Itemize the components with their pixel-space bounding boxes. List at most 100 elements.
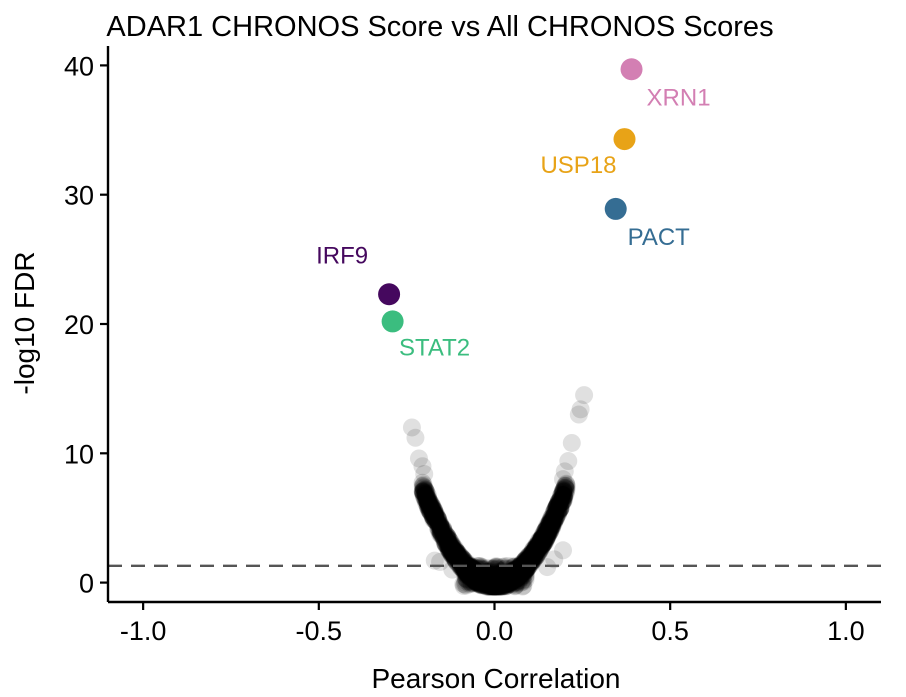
background-point	[511, 564, 530, 583]
background-point	[499, 574, 518, 593]
background-point	[491, 569, 510, 588]
background-point	[511, 557, 530, 576]
background-point	[438, 529, 457, 548]
background-point	[519, 550, 538, 569]
highlighted-point	[613, 128, 636, 151]
background-point	[444, 541, 463, 560]
background-point	[438, 536, 457, 555]
background-point	[438, 527, 457, 546]
background-point	[475, 566, 494, 585]
background-point	[524, 544, 543, 563]
background-point	[455, 564, 474, 583]
background-point	[480, 565, 499, 584]
background-point	[506, 565, 525, 584]
background-point	[525, 547, 544, 566]
background-point	[491, 569, 510, 588]
background-point	[499, 573, 518, 592]
background-point	[522, 547, 541, 566]
background-point	[458, 558, 476, 577]
background-point	[481, 577, 500, 596]
background-point	[442, 535, 461, 554]
background-point	[480, 577, 498, 596]
background-point	[505, 562, 524, 581]
background-point	[512, 565, 531, 584]
background-point	[489, 568, 508, 587]
background-point	[485, 567, 504, 586]
background-point	[556, 479, 575, 498]
background-point	[494, 571, 513, 590]
background-point	[489, 573, 508, 592]
background-point	[481, 576, 500, 595]
background-point	[426, 505, 444, 524]
background-point	[459, 567, 478, 586]
background-point	[471, 570, 490, 589]
background-point	[477, 572, 496, 590]
background-point	[512, 555, 531, 574]
background-point	[416, 482, 435, 501]
background-point	[426, 505, 445, 524]
background-point	[534, 534, 553, 552]
background-point	[472, 573, 491, 592]
outlier-point	[538, 558, 557, 577]
background-point	[492, 570, 511, 589]
background-point	[536, 529, 555, 548]
background-point	[530, 539, 549, 558]
background-point	[423, 501, 441, 520]
background-point	[481, 569, 500, 588]
background-point	[524, 547, 543, 566]
background-point	[495, 570, 513, 589]
background-point	[484, 570, 503, 588]
background-point	[540, 514, 558, 532]
background-point	[516, 558, 535, 577]
background-point	[500, 564, 518, 583]
background-point	[525, 544, 544, 563]
background-point	[490, 574, 509, 593]
background-point	[501, 573, 520, 592]
background-point	[484, 570, 502, 588]
background-point	[494, 566, 513, 585]
background-point	[502, 565, 521, 584]
background-point	[464, 563, 482, 582]
background-point	[470, 563, 488, 582]
background-point	[440, 538, 459, 557]
background-point	[510, 558, 529, 577]
background-point	[545, 508, 564, 527]
background-point	[483, 571, 502, 590]
background-point	[482, 559, 501, 578]
background-point	[448, 543, 467, 562]
background-point	[429, 514, 448, 533]
background-point	[526, 539, 544, 558]
background-point	[477, 575, 496, 594]
background-point	[455, 575, 474, 594]
background-point	[416, 489, 435, 508]
background-point	[443, 543, 462, 562]
background-point	[499, 567, 518, 586]
background-point	[463, 566, 481, 585]
background-point	[424, 501, 443, 520]
background-point	[519, 550, 538, 569]
x-axis-title: Pearson Correlation	[371, 663, 620, 694]
background-point	[455, 558, 474, 577]
background-point	[424, 505, 443, 524]
background-point	[439, 537, 457, 556]
background-point	[487, 562, 506, 581]
background-point	[503, 571, 522, 590]
background-point	[463, 563, 482, 582]
background-point	[534, 528, 553, 547]
background-point	[524, 544, 543, 562]
background-point	[495, 568, 514, 587]
background-point	[414, 481, 433, 500]
background-point	[467, 573, 486, 591]
background-point	[417, 483, 435, 501]
background-point	[553, 485, 572, 504]
background-point	[478, 567, 496, 586]
background-point	[515, 554, 534, 573]
background-point	[522, 547, 541, 566]
background-point	[533, 528, 551, 547]
background-point	[486, 565, 505, 584]
background-point	[456, 563, 475, 582]
background-point	[539, 521, 558, 540]
background-point	[469, 566, 488, 585]
background-point	[535, 526, 554, 545]
